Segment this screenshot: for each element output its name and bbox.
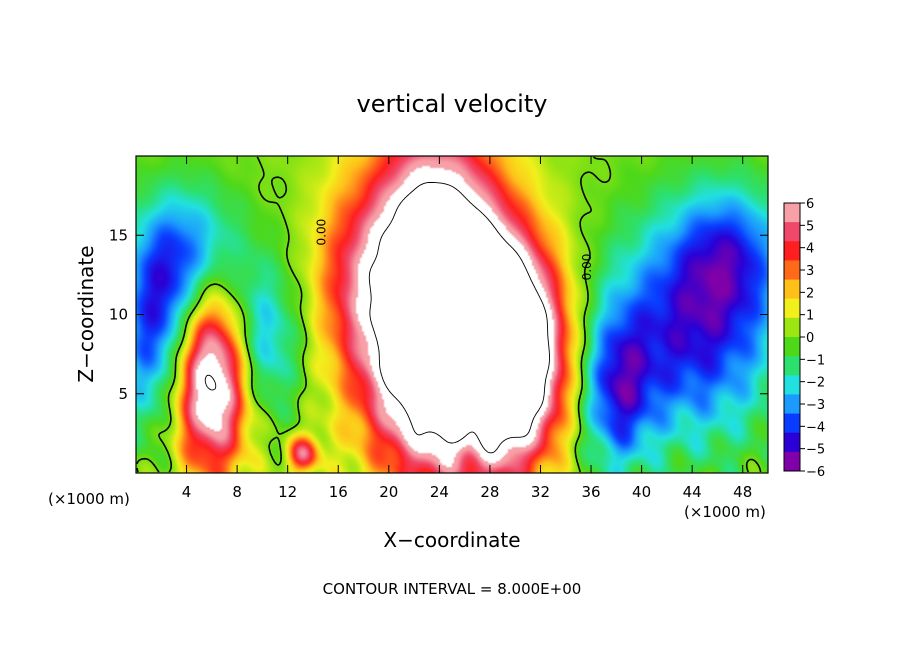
colorbar-swatch: [784, 337, 800, 357]
colorbar-label: 3: [806, 264, 814, 279]
contour-lines: [136, 156, 762, 473]
x-tick-label: 28: [480, 483, 499, 501]
x-tick-label: 4: [182, 483, 192, 501]
colorbar-swatch: [784, 241, 800, 261]
x-axis-ticks: 4 8 12 16 20 24 28 32 36 40 44 48: [182, 156, 752, 501]
y-tick-label: 5: [118, 385, 128, 403]
colorbar-label: −1: [806, 353, 825, 368]
x-tick-label: 12: [278, 483, 297, 501]
x-tick-label: 16: [329, 483, 348, 501]
colorbar-swatch: [784, 394, 800, 415]
x-tick-label: 20: [379, 483, 398, 501]
x-tick-label: 8: [232, 483, 242, 501]
colorbar-swatch: [784, 203, 800, 223]
colorbar-swatch: [784, 298, 800, 319]
x-tick-label: 40: [632, 483, 651, 501]
colorbar-label: −4: [806, 420, 825, 435]
x-tick-label: 36: [581, 483, 600, 501]
contour-interval-note: CONTOUR INTERVAL = 8.000E+00: [323, 580, 582, 598]
y-tick-label: 10: [109, 306, 128, 324]
colorbar-swatch: [784, 260, 800, 281]
colorbar-swatch: [784, 222, 800, 242]
chart-title: vertical velocity: [357, 90, 548, 118]
y-axis-label: Z−coordinate: [74, 245, 98, 382]
contour-zero: [136, 156, 762, 473]
colorbar-label: 5: [806, 219, 814, 234]
colorbar-label: 1: [806, 309, 814, 324]
contour-positive: [204, 182, 550, 454]
y-tick-label: 15: [109, 226, 128, 244]
colorbar: 6 5 4 3 2 1 0 −1 −2 −3 −4 −5 −6: [783, 197, 825, 480]
contour-label: 0.00: [580, 254, 594, 281]
colorbar-swatch: [784, 432, 800, 453]
x-tick-label: 24: [430, 483, 449, 501]
heatmap-image: [136, 156, 768, 473]
colorbar-label: 0: [806, 331, 814, 346]
contour-labels: 0.00 0.00: [315, 219, 594, 281]
colorbar-swatch: [784, 356, 800, 376]
x-axis-label: X−coordinate: [383, 528, 520, 552]
x-tick-label: 32: [531, 483, 550, 501]
x-unit-right: (×1000 m): [684, 503, 766, 521]
x-tick-label: 48: [733, 483, 752, 501]
heatmap-field: [136, 156, 768, 473]
colorbar-swatch: [784, 375, 800, 395]
colorbar-label: 2: [806, 286, 814, 301]
x-unit-left: (×1000 m): [48, 490, 130, 508]
colorbar-label: 6: [806, 197, 814, 212]
colorbar-label: −5: [806, 443, 825, 458]
colorbar-label: 4: [806, 242, 814, 257]
colorbar-swatch: [784, 413, 800, 434]
colorbar-swatch: [784, 279, 800, 300]
colorbar-label: −2: [806, 376, 825, 391]
contour-label: 0.00: [315, 219, 329, 246]
x-tick-label: 44: [683, 483, 702, 501]
colorbar-label: −6: [806, 465, 825, 480]
colorbar-label: −3: [806, 398, 825, 413]
y-axis-ticks: 5 10 15: [109, 226, 768, 403]
colorbar-swatch: [784, 451, 800, 472]
colorbar-swatch: [784, 317, 800, 338]
